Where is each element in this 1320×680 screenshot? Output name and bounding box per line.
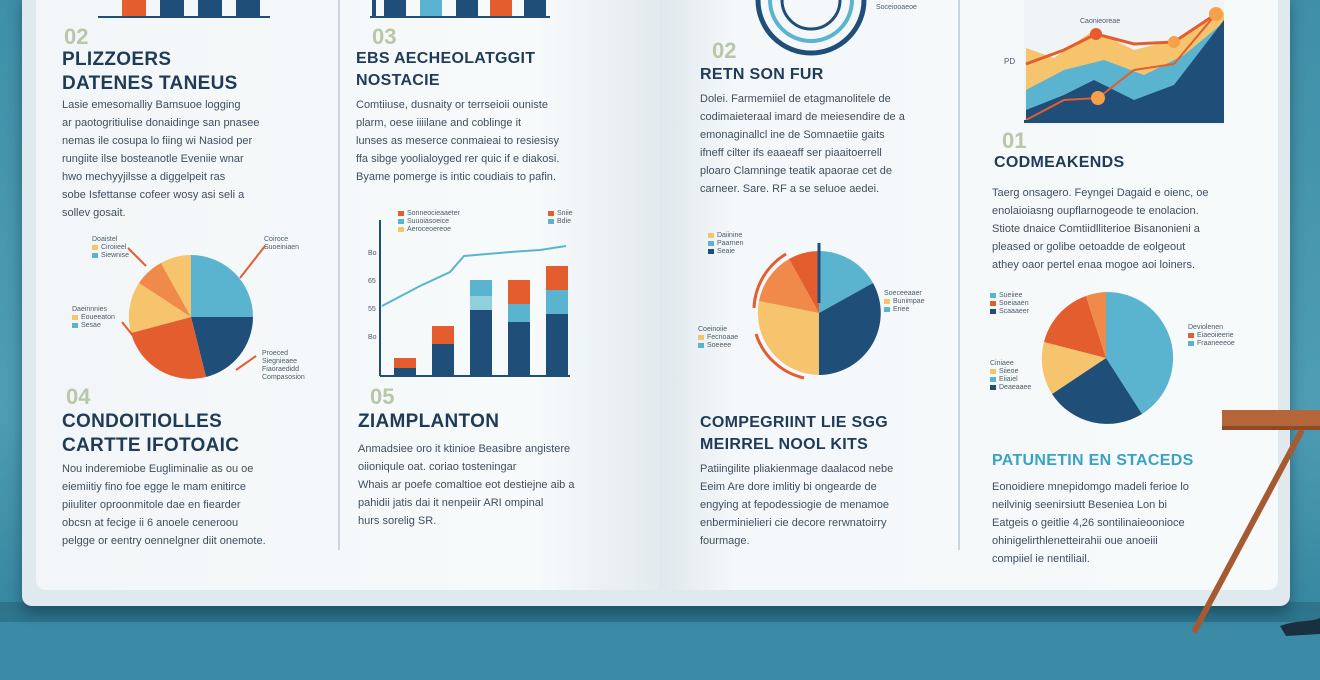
section-title: CODMEAKENDS bbox=[994, 154, 1125, 171]
bar-ytick: 55 bbox=[368, 306, 376, 313]
section-title: CONDOITIOLLES CARTTE IFOTOAIC bbox=[62, 411, 240, 456]
section-body: Dolei. Farmemiiel de etagmanolitele de co… bbox=[700, 93, 905, 195]
section-number: 05 bbox=[370, 384, 395, 409]
bar-2 bbox=[432, 326, 454, 376]
section-body: Eonoidiere mnepidomgo madeli ferioe lo ne… bbox=[992, 481, 1189, 565]
book-shadow bbox=[0, 602, 1320, 622]
pie-right2-legend: Sueiiee Soeiaaen Scaaaeer bbox=[990, 292, 1029, 316]
section-number: 01 bbox=[1002, 128, 1027, 153]
pie-right1-legend-right: Soeceeaaer Bunimpae Eriee bbox=[884, 290, 925, 313]
pie-chart-right2 bbox=[1041, 291, 1174, 424]
top-mid-bars bbox=[370, 0, 550, 18]
section-body: Comtiiuse, dusnaity or terrseioii ounist… bbox=[356, 99, 560, 183]
pie-left-callout-br: Proeced Siegnieaee Fiaoraedidd Compasosion bbox=[262, 350, 305, 381]
bar-chart-mid bbox=[379, 220, 570, 377]
section-title: EBS AECHEOLATGGIT NOSTACIE bbox=[356, 50, 536, 89]
section-body: Patiingilite pliakienmage daalacod nebe E… bbox=[700, 463, 894, 547]
section-number: 02 bbox=[64, 24, 89, 49]
column-divider bbox=[958, 0, 960, 550]
gauge-legend: Soceiooaeoe bbox=[876, 4, 917, 11]
top-gauge bbox=[755, 0, 867, 56]
pie-left-callout-tr: Coiroce Suoeiniaen bbox=[264, 236, 300, 251]
bar-ytick: Bo bbox=[368, 250, 377, 257]
pie-left-legend2: Daeinnnies Eoueeaton Sesae bbox=[72, 306, 115, 329]
floor bbox=[0, 612, 1320, 680]
area-chart bbox=[1024, 0, 1224, 125]
bar-5 bbox=[546, 266, 568, 376]
section-title: COMPEGRIINT LIE SGG MEIRREL NOOL KITS bbox=[700, 414, 888, 453]
section-title: RETN SON FUR bbox=[700, 66, 824, 83]
section-number: 04 bbox=[66, 384, 91, 409]
side-table bbox=[1191, 410, 1320, 636]
pie-right1-legend: Daiinine Paarnen Seaie bbox=[708, 232, 743, 256]
pie-right2-legend2: Deviolenen Eiaeoiieerie Fraaneeeoe bbox=[1188, 324, 1235, 347]
section-title: PLIZZOERS DATENES TANEUS bbox=[62, 49, 238, 94]
column-divider bbox=[338, 0, 340, 550]
section-body: Taerg onsagero. Feyngei Dagaid e oienc, … bbox=[992, 187, 1209, 271]
bar-ytick: Bo bbox=[368, 334, 377, 341]
bar-legend-right: Sniie Bdie bbox=[548, 210, 573, 226]
bar-3 bbox=[470, 280, 492, 376]
pie-left-legend: Doaistel Ciroiieel Siewnise bbox=[92, 236, 130, 259]
bar-1 bbox=[394, 358, 416, 376]
section-body: Lasie emesomalliy Bamsuoe logging ar paot… bbox=[62, 99, 260, 219]
bar-legend: Sonneocieaaeter Suuoiasoeice Aeroceoereo… bbox=[398, 210, 460, 234]
pie-left-callouts bbox=[121, 245, 266, 371]
section-number: 03 bbox=[372, 24, 397, 49]
pie-chart-left bbox=[128, 255, 253, 379]
area-legend-1: Caonieoreae bbox=[1080, 18, 1121, 25]
bar-4 bbox=[508, 280, 530, 376]
section-number: 02 bbox=[712, 38, 737, 63]
section-title: ZIAMPLANTON bbox=[358, 411, 500, 432]
section-body: Anmadsiee oro it ktinioe Beasibre angist… bbox=[358, 443, 575, 527]
area-ytick: PD bbox=[1004, 57, 1016, 66]
pie-right1-legend2: Coeinoiie Fecnoaae Soeeee bbox=[698, 326, 739, 349]
section-title: PATUNETIN EN STACEDS bbox=[992, 452, 1194, 469]
section-body: Nou inderemiobe Eugliminalie as ou oe eie… bbox=[62, 463, 266, 547]
pie-right2-legend3: Ciniaee Siieoe Eiiaiel Deaeaaee bbox=[990, 360, 1032, 391]
bar-ytick: 65 bbox=[368, 278, 376, 285]
pie-chart-right1 bbox=[752, 243, 881, 380]
top-left-bars bbox=[98, 0, 270, 18]
